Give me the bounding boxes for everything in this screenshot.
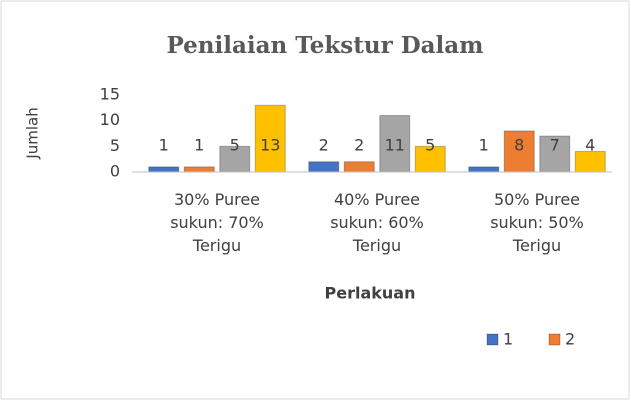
y-tick-label: 5 [110,136,120,155]
data-label: 7 [550,136,560,155]
data-label: 2 [319,136,329,155]
data-label: 13 [260,136,280,155]
bar [254,104,286,173]
bar [574,150,606,173]
bar [539,135,571,173]
data-label: 11 [385,136,405,155]
y-tick-label: 0 [110,162,120,181]
data-label: 1 [479,136,489,155]
x-tick-label: 30% Puree sukun: 70% Terigu [170,190,264,255]
data-label: 5 [230,136,240,155]
x-tick-label: 50% Puree sukun: 50% Terigu [490,190,584,255]
bar [468,166,500,173]
bar [148,166,180,173]
legend-label: 2 [565,330,575,349]
data-label: 8 [514,136,524,155]
data-label: 5 [425,136,435,155]
legend-label: 1 [503,330,513,349]
bar [414,145,446,173]
bar [308,161,340,173]
bar [343,161,375,173]
chart-title: Penilaian Tekstur Dalam [166,32,483,59]
y-tick-label: 15 [100,85,120,104]
data-label: 1 [194,136,204,155]
bar [503,130,535,173]
legend-swatch [548,333,561,346]
bar [379,115,411,173]
x-tick-label: 40% Puree sukun: 60% Terigu [330,190,424,255]
data-label: 1 [159,136,169,155]
x-axis-title: Perlakuan [325,284,416,303]
legend-swatch [486,333,499,346]
y-axis-title: Jumlah [24,107,42,159]
bar [183,166,215,173]
y-tick-label: 10 [100,110,120,129]
data-label: 4 [585,136,595,155]
data-label: 2 [354,136,364,155]
